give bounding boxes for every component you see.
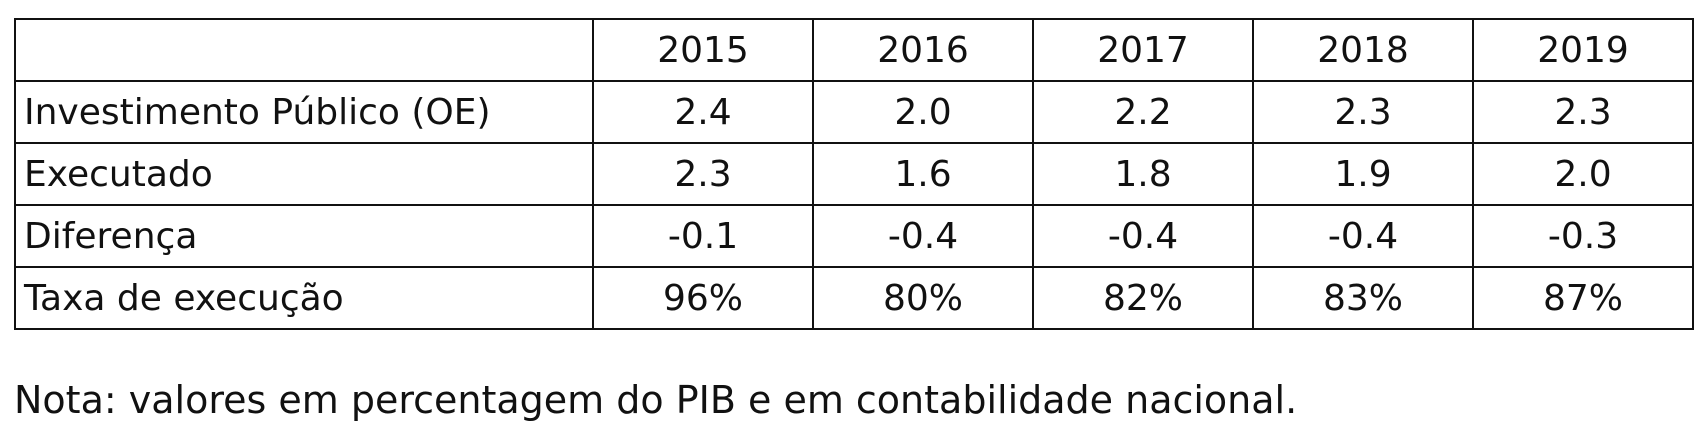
row-label: Executado: [14, 142, 594, 206]
note: Nota: valores em percentagem do PIB e em…: [14, 378, 1298, 422]
column-header: 2019: [1472, 18, 1694, 82]
corner-cell: [14, 18, 594, 82]
data-table: 2015 2016 2017 2018 2019 Investimento Público…: [14, 18, 1694, 330]
cell: 1.6: [812, 142, 1034, 206]
cell: 82%: [1032, 266, 1254, 330]
cell: 1.9: [1252, 142, 1474, 206]
cell: 96%: [592, 266, 814, 330]
table-body: 2015 2016 2017 2018 2019 Investimento Público…: [14, 18, 1694, 330]
cell: -0.4: [1252, 204, 1474, 268]
column-header: 2016: [812, 18, 1034, 82]
cell: -0.4: [1032, 204, 1254, 268]
cell: 2.3: [1252, 80, 1474, 144]
cell: 2.4: [592, 80, 814, 144]
row-label: Taxa de execução: [14, 266, 594, 330]
cell: -0.3: [1472, 204, 1694, 268]
cell: 83%: [1252, 266, 1474, 330]
cell: -0.1: [592, 204, 814, 268]
cell: 2.2: [1032, 80, 1254, 144]
cell: 2.3: [592, 142, 814, 206]
column-header: 2017: [1032, 18, 1254, 82]
table-row: Diferença -0.1 -0.4 -0.4 -0.4 -0.3: [14, 204, 1694, 268]
table-row: Taxa de execução 96% 80% 82% 83% 87%: [14, 266, 1694, 330]
header-row: 2015 2016 2017 2018 2019: [14, 18, 1694, 82]
cell: 1.8: [1032, 142, 1254, 206]
cell: 2.0: [812, 80, 1034, 144]
cell: -0.4: [812, 204, 1034, 268]
cell: 2.3: [1472, 80, 1694, 144]
column-header: 2018: [1252, 18, 1474, 82]
table-row: Investimento Público (OE) 2.4 2.0 2.2 2.3 2.3: [14, 80, 1694, 144]
row-label: Investimento Público (OE): [14, 80, 594, 144]
cell: 87%: [1472, 266, 1694, 330]
row-label: Diferença: [14, 204, 594, 268]
cell: 2.0: [1472, 142, 1694, 206]
cell: 80%: [812, 266, 1034, 330]
column-header: 2015: [592, 18, 814, 82]
table-row: Executado 2.3 1.6 1.8 1.9 2.0: [14, 142, 1694, 206]
